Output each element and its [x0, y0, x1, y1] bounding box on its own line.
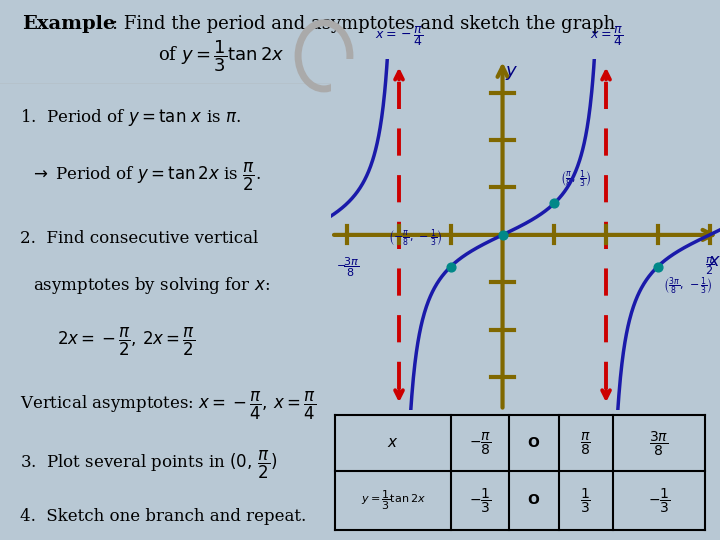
Text: Example: Example: [22, 15, 115, 33]
Point: [549, 199, 560, 207]
Point: [652, 262, 664, 271]
Point: [445, 262, 456, 271]
Text: $\mathbf{O}$: $\mathbf{O}$: [527, 436, 540, 450]
Text: $x = \dfrac{\pi}{4}$: $x = \dfrac{\pi}{4}$: [590, 24, 623, 48]
Text: 3.  Plot several points in $(0,\, \dfrac{\pi}{2})$: 3. Plot several points in $(0,\, \dfrac{…: [20, 449, 278, 481]
Text: asymptotes by solving for $x$:: asymptotes by solving for $x$:: [34, 275, 271, 296]
Text: $-\dfrac{1}{3}$: $-\dfrac{1}{3}$: [469, 487, 491, 515]
Text: $-\dfrac{1}{3}$: $-\dfrac{1}{3}$: [648, 487, 670, 515]
Text: $\left(-\frac{\pi}{8},\,-\frac{1}{3}\right)$: $\left(-\frac{\pi}{8},\,-\frac{1}{3}\rig…: [389, 228, 443, 249]
Text: Vertical asymptotes: $x = -\dfrac{\pi}{4},\, x = \dfrac{\pi}{4}$: Vertical asymptotes: $x = -\dfrac{\pi}{4…: [20, 389, 316, 422]
Text: 1.  Period of $y = \tan\,x$ is $\pi$.: 1. Period of $y = \tan\,x$ is $\pi$.: [20, 106, 241, 127]
Text: $\dfrac{1}{3}$: $\dfrac{1}{3}$: [580, 487, 591, 515]
Text: $2x = -\dfrac{\pi}{2},\, 2x = \dfrac{\pi}{2}$: $2x = -\dfrac{\pi}{2},\, 2x = \dfrac{\pi…: [57, 326, 195, 357]
Text: $\left(\frac{3\pi}{8},\,-\frac{1}{3}\right)$: $\left(\frac{3\pi}{8},\,-\frac{1}{3}\rig…: [663, 276, 713, 297]
Text: $x$: $x$: [708, 252, 720, 270]
Text: $y = \dfrac{1}{3}\tan 2x$: $y = \dfrac{1}{3}\tan 2x$: [361, 489, 426, 512]
Text: $x = -\dfrac{\pi}{4}$: $x = -\dfrac{\pi}{4}$: [375, 24, 423, 48]
Text: $y$: $y$: [505, 64, 518, 82]
Text: : Find the period and asymptotes and sketch the graph: : Find the period and asymptotes and ske…: [112, 15, 615, 33]
Text: $\dfrac{3\pi}{8}$: $\dfrac{3\pi}{8}$: [649, 429, 669, 457]
Text: $\left(\frac{\pi}{8},\,\frac{1}{3}\right)$: $\left(\frac{\pi}{8},\,\frac{1}{3}\right…: [559, 169, 591, 190]
Text: of $y = \dfrac{1}{3}\tan 2x$: of $y = \dfrac{1}{3}\tan 2x$: [158, 38, 284, 73]
Text: $-\!\dfrac{3\pi}{8}$: $-\!\dfrac{3\pi}{8}$: [336, 256, 359, 279]
Text: $\dfrac{\pi}{8}$: $\dfrac{\pi}{8}$: [580, 430, 591, 456]
Text: $\rightarrow$ Period of $y = \tan 2x$ is $\dfrac{\pi}{2}$.: $\rightarrow$ Period of $y = \tan 2x$ is…: [30, 161, 261, 193]
Text: 4.  Sketch one branch and repeat.: 4. Sketch one branch and repeat.: [20, 508, 306, 525]
Text: $\dfrac{\pi}{2}$: $\dfrac{\pi}{2}$: [705, 256, 714, 277]
Point: [497, 231, 508, 239]
Text: $-\dfrac{\pi}{8}$: $-\dfrac{\pi}{8}$: [469, 430, 491, 456]
Text: $x$: $x$: [387, 436, 399, 450]
Text: 2.  Find consecutive vertical: 2. Find consecutive vertical: [20, 230, 258, 247]
Text: $\mathbf{O}$: $\mathbf{O}$: [527, 494, 540, 508]
